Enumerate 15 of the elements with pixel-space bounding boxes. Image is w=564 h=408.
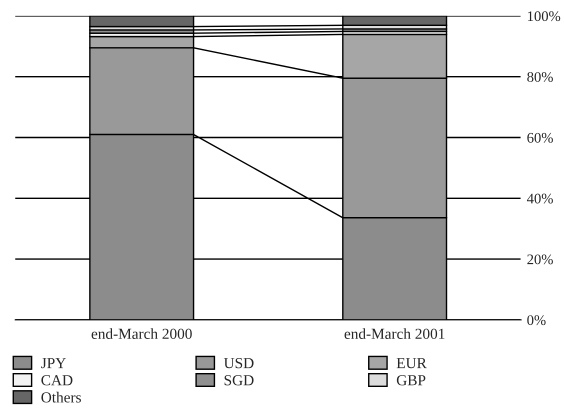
legend-label: JPY [41, 358, 66, 368]
x-tick-label: end-March 2000 [92, 328, 192, 339]
legend-label: CAD [41, 375, 72, 386]
y-tick-label: 80% [527, 72, 553, 82]
y-tick-label: 20% [527, 254, 553, 264]
y-tick-label: 40% [526, 194, 553, 204]
x-tick-label: end-March 2001 [344, 328, 444, 339]
y-tick-label: 100% [528, 11, 560, 22]
legend-label: Others [41, 392, 81, 403]
legend-label: EUR [396, 358, 427, 368]
legend-label: GBP [396, 375, 426, 386]
legend-label: SGD [224, 375, 254, 386]
y-tick-label: 0% [527, 315, 546, 326]
legend-label: USD [224, 358, 254, 368]
y-tick-label: 60% [527, 132, 553, 143]
